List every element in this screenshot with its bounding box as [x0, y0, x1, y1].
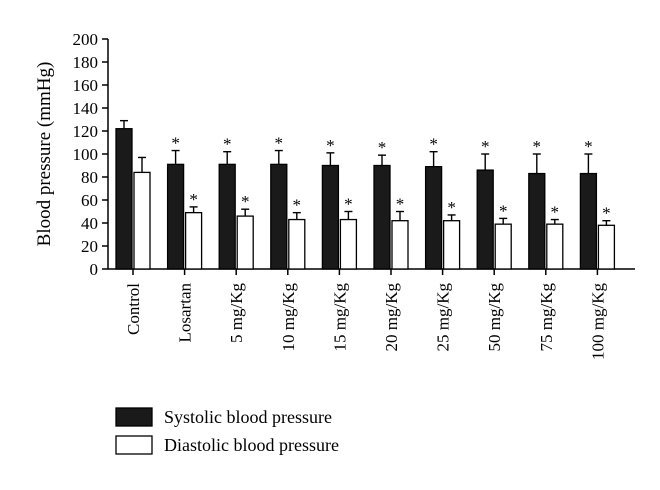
- diastolic-bar: [597, 224, 616, 270]
- diastolic-bar: [391, 220, 409, 270]
- y-tick-label: 20: [81, 237, 98, 256]
- systolic-bar: [528, 172, 546, 270]
- diastolic-bar: [288, 218, 306, 270]
- x-category-label: 20 mg/Kg: [382, 283, 401, 352]
- significance-star: *: [171, 134, 180, 153]
- systolic-bar: [321, 164, 340, 270]
- diastolic-bar: [339, 218, 358, 270]
- significance-star: *: [602, 204, 611, 223]
- diastolic-bar: [133, 171, 151, 270]
- y-tick-label: 160: [73, 76, 99, 95]
- x-category-label: 75 mg/Kg: [537, 283, 556, 352]
- diastolic-bar: [184, 211, 203, 270]
- legend-label-systolic: Systolic blood pressure: [164, 407, 332, 427]
- x-category-label: 100 mg/Kg: [588, 283, 607, 360]
- systolic-bar: [476, 169, 494, 270]
- x-category-label: 5 mg/Kg: [227, 283, 246, 343]
- systolic-bar: [424, 165, 443, 270]
- x-category-label: 50 mg/Kg: [485, 283, 504, 352]
- systolic-bar: [270, 163, 288, 270]
- systolic-bar: [373, 164, 391, 270]
- significance-star: *: [378, 138, 387, 157]
- x-category-label: 10 mg/Kg: [279, 283, 298, 352]
- x-category-label: Losartan: [176, 283, 195, 343]
- significance-star: *: [533, 137, 542, 156]
- significance-star: *: [189, 190, 198, 209]
- systolic-bar: [115, 128, 133, 270]
- y-tick-label: 60: [81, 191, 98, 210]
- significance-star: *: [326, 136, 335, 155]
- y-tick-label: 80: [81, 168, 98, 187]
- y-tick-label: 120: [73, 122, 99, 141]
- y-tick-label: 40: [81, 214, 98, 233]
- legend-swatch-systolic: [115, 407, 153, 427]
- x-category-label: 25 mg/Kg: [434, 283, 453, 352]
- y-tick-label: 180: [73, 53, 99, 72]
- significance-star: *: [481, 137, 490, 156]
- significance-star: *: [551, 203, 560, 222]
- systolic-bar: [218, 163, 236, 270]
- significance-star: *: [241, 192, 250, 211]
- significance-star: *: [499, 201, 508, 220]
- significance-star: *: [429, 135, 438, 154]
- x-category-label: 15 mg/Kg: [330, 283, 349, 352]
- systolic-bar: [166, 163, 185, 270]
- legend-swatch-diastolic: [115, 435, 153, 455]
- significance-star: *: [396, 195, 405, 214]
- x-category-label: Control: [124, 283, 143, 335]
- significance-star: *: [344, 195, 353, 214]
- significance-star: *: [223, 135, 232, 154]
- diastolic-bar: [546, 223, 564, 270]
- y-tick-label: 0: [90, 260, 99, 279]
- chart-legend: Systolic blood pressure Diastolic blood p…: [115, 407, 339, 455]
- significance-star: *: [447, 198, 456, 217]
- legend-label-diastolic: Diastolic blood pressure: [164, 435, 339, 455]
- diastolic-bar: [442, 220, 461, 270]
- significance-star: *: [293, 196, 302, 215]
- systolic-bar: [579, 172, 598, 270]
- y-tick-label: 200: [73, 30, 99, 49]
- y-tick-label: 140: [73, 99, 99, 118]
- chart-labels: 0 20 40 60 80 100 120 140 160 180 200 Control * * Losa…: [73, 30, 611, 360]
- y-tick-label: 100: [73, 145, 99, 164]
- y-axis-label: Blood pressure (mmHg): [34, 62, 55, 247]
- significance-star: *: [275, 134, 284, 153]
- chart-bars: [115, 119, 616, 270]
- diastolic-bar: [236, 215, 254, 270]
- diastolic-bar: [494, 223, 512, 270]
- significance-star: *: [584, 137, 593, 156]
